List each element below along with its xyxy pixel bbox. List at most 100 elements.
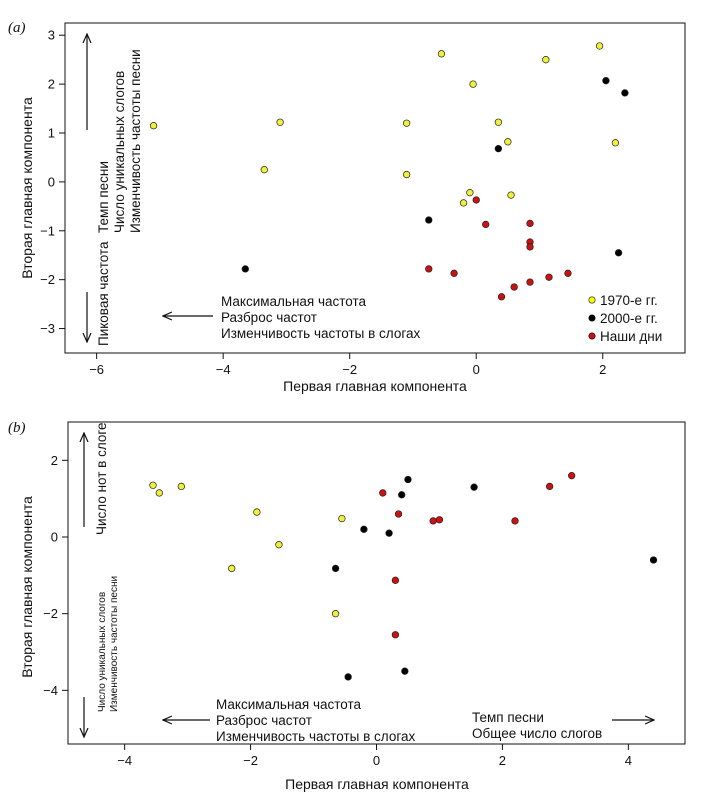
panel-a-x-tick-label-4: 2 <box>599 362 606 377</box>
panel-a-point-s0-14 <box>611 139 620 147</box>
panel-a-point-s2-8 <box>526 243 534 251</box>
panel-b-point-s1-7 <box>401 667 409 675</box>
panel-a-point-s0-12 <box>542 56 550 64</box>
panel-a-plot-frame <box>64 22 686 354</box>
panel-b-point-s2-5 <box>545 482 554 491</box>
panel-a-point-s2-11 <box>564 269 572 277</box>
panel-a-x-ticks: −6 −4 −2 0 2 <box>89 353 606 377</box>
panel-b-point-s1-4 <box>470 483 478 491</box>
panel-b-points <box>149 472 658 681</box>
panel-b-point-s0-3 <box>253 508 261 516</box>
panel-a-point-s0-7 <box>466 188 474 197</box>
panel-a-point-s2-1 <box>482 220 490 229</box>
panel-a-point-s0-1 <box>276 118 284 126</box>
panel-b-point-s0-0 <box>149 481 157 489</box>
panel-a-y-axis-title: Вторая главная компонента <box>19 97 35 279</box>
panel-a-point-s0-0 <box>149 122 158 130</box>
panel-a-left-annotation-2: Разброс частот <box>221 310 317 325</box>
panel-a-x-tick-label-3: 0 <box>473 362 480 377</box>
panel-a-point-s1-5 <box>614 249 623 257</box>
panel-b-x-ticks: −4 −2 0 2 4 <box>117 744 632 768</box>
panel-a-point-s0-6 <box>469 80 477 88</box>
panel-b-right-annotation-1: Темп песни <box>472 710 544 725</box>
legend-label-2000s: 2000-е гг. <box>600 311 658 326</box>
panel-a-point-s2-5 <box>510 283 518 291</box>
panel-b-point-s0-6 <box>338 514 346 523</box>
panel-a-point-s0-5 <box>437 50 446 58</box>
panel-b-point-s0-2 <box>177 482 185 491</box>
legend-marker-2000s <box>588 314 596 322</box>
panel-b-point-s1-1 <box>385 529 393 537</box>
panel-a-x-tick-label-1: −4 <box>216 362 231 377</box>
panel-a-y-tick-label-5: 2 <box>48 77 55 92</box>
panel-a-y-tick-label-0: −3 <box>40 321 55 336</box>
panel-a-point-s2-3 <box>450 269 458 277</box>
panel-b-left-annotation-3: Изменчивость частоты в слогах <box>216 729 415 744</box>
panel-a-legend: 1970-е гг. 2000-е гг. Наши дни <box>588 293 662 344</box>
panel-a-point-s2-10 <box>545 273 553 281</box>
panel-b-up-annotation: Число нот в слоге <box>94 422 109 535</box>
legend-marker-1970s <box>588 296 596 304</box>
panel-b-x-tick-label-2: 0 <box>373 753 380 768</box>
panel-b-down-annotation-1: Число уникальных слогов <box>97 592 108 712</box>
panel-b-point-s1-3 <box>404 475 412 484</box>
panel-a-point-s1-4 <box>621 89 629 97</box>
panel-a-y-tick-label-6: 3 <box>48 28 55 43</box>
panel-a-point-s2-2 <box>425 265 433 273</box>
panel-b-point-s1-0 <box>360 525 368 533</box>
panel-b-y-tick-label-2: 0 <box>51 530 58 545</box>
panel-a-x-tick-label-2: −2 <box>342 362 357 377</box>
panel-a-point-s0-8 <box>459 199 468 207</box>
panel-b-x-tick-label-1: −2 <box>243 753 258 768</box>
panel-b-point-s2-2 <box>429 517 437 525</box>
legend-marker-today <box>588 332 596 340</box>
panel-b-point-s0-7 <box>331 610 340 618</box>
panel-a-y-tick-label-4: 1 <box>48 126 55 141</box>
panel-a-points <box>149 42 629 301</box>
panel-b-label: (b) <box>8 420 26 436</box>
panel-b-point-s0-5 <box>228 564 236 573</box>
panel-a-point-s2-4 <box>497 293 506 301</box>
panel-a-y-tick-label-3: 0 <box>48 174 55 189</box>
panel-a-left-annotation-3: Изменчивость частоты в слогах <box>221 326 420 341</box>
panel-a-point-s1-1 <box>425 216 433 224</box>
panel-a-label: (a) <box>8 20 26 36</box>
panel-a-point-s1-0 <box>241 265 249 273</box>
panel-b-point-s0-4 <box>275 541 283 549</box>
legend-label-today: Наши дни <box>600 329 662 344</box>
panel-a-up-annotation-2: Число уникальных слогов <box>112 71 127 233</box>
panel-b-point-s0-1 <box>155 489 163 497</box>
panel-b-x-tick-label-3: 2 <box>499 753 506 768</box>
panel-a-up-annotation-3: Изменчивость частоты песни <box>128 49 143 233</box>
panel-a-x-axis-title: Первая главная компонента <box>283 378 467 394</box>
panel-a-point-s0-2 <box>260 166 268 174</box>
panel-a-y-tick-label-1: −2 <box>40 272 55 287</box>
panel-a-x-tick-label-0: −6 <box>89 362 104 377</box>
panel-a-point-s0-13 <box>595 42 604 50</box>
panel-b-left-annotation-2: Разброс частот <box>216 713 312 728</box>
panel-b-point-s1-2 <box>398 491 406 499</box>
panel-a-point-s0-4 <box>402 170 411 179</box>
panel-b-x-tick-label-0: −4 <box>117 753 132 768</box>
panel-b-y-tick-label-1: −2 <box>43 606 58 621</box>
panel-b-x-axis-title: Первая главная компонента <box>285 776 469 792</box>
panel-b-point-s2-4 <box>511 517 519 525</box>
panel-b: (b) −4 −2 0 2 4 −4 −2 0 2 Первая главная компон… <box>8 420 686 792</box>
panel-b-point-s2-3 <box>435 516 444 524</box>
panel-a-left-annotation-1: Максимальная частота <box>221 294 367 309</box>
panel-b-point-s1-8 <box>649 556 658 564</box>
panel-a-point-s0-10 <box>504 138 512 146</box>
panel-b-point-s1-6 <box>344 673 352 681</box>
legend-label-1970s: 1970-е гг. <box>600 293 658 308</box>
panel-b-point-s2-8 <box>391 631 400 639</box>
panel-a-point-s2-0 <box>472 196 480 204</box>
panel-b-x-tick-label-4: 4 <box>625 753 632 768</box>
panel-b-left-annotation-1: Максимальная частота <box>216 697 362 712</box>
panel-b-plot-frame <box>67 421 686 745</box>
panel-b-point-s2-0 <box>379 489 387 497</box>
panel-a-y-ticks: −3 −2 −1 0 1 2 3 <box>40 28 65 336</box>
panel-b-point-s2-7 <box>391 576 400 584</box>
panel-b-right-annotation-2: Общее число слогов <box>472 726 602 741</box>
panel-b-point-s2-1 <box>394 510 403 518</box>
panel-a-point-s2-6 <box>526 219 534 228</box>
